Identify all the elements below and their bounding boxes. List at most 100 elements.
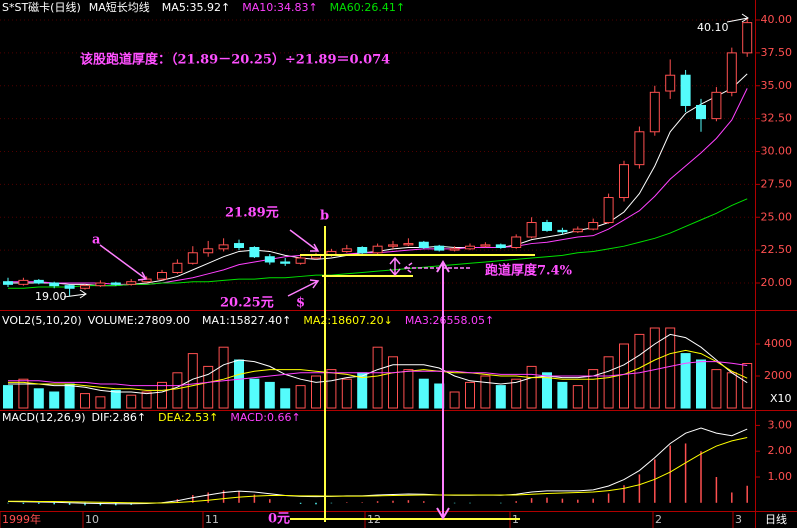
annotation: 20.25元 bbox=[220, 296, 274, 311]
volume-bar bbox=[295, 385, 306, 409]
ma-line bbox=[8, 361, 748, 387]
volume-bar bbox=[449, 391, 460, 409]
legend-entry: MACD:0.66↑ bbox=[230, 411, 300, 424]
volume-bar bbox=[403, 369, 414, 409]
price-label: 19.00 bbox=[35, 290, 67, 303]
candle-body bbox=[465, 245, 475, 250]
annotation: 21.89元 bbox=[225, 206, 279, 221]
candle-body bbox=[64, 285, 75, 289]
candle-body bbox=[449, 248, 460, 251]
volume-bar bbox=[280, 388, 291, 409]
y-tick-label: 25.00 bbox=[761, 210, 793, 223]
volume-bar bbox=[172, 372, 183, 409]
x-tick-label: 2 bbox=[655, 513, 662, 526]
volume-bar bbox=[341, 378, 352, 409]
y-tick-label: 22.50 bbox=[761, 243, 793, 256]
period-label: 日线 bbox=[765, 512, 787, 526]
volume-bar bbox=[18, 378, 29, 409]
y-tick-label: 37.50 bbox=[761, 46, 793, 59]
y-tick-label: 27.50 bbox=[761, 177, 793, 190]
annotation: 该股跑道厚度：（21.89－20.25）÷21.89＝0.074 bbox=[80, 52, 390, 68]
volume-bar bbox=[33, 388, 44, 409]
volume-bar bbox=[634, 333, 645, 409]
ma-line bbox=[8, 333, 748, 395]
volume-bar bbox=[696, 359, 706, 409]
candle-body bbox=[80, 285, 90, 289]
volume-bar bbox=[249, 378, 260, 409]
candle-body bbox=[696, 104, 706, 120]
candle-body bbox=[95, 282, 106, 287]
arrow bbox=[726, 13, 749, 23]
volume-bar bbox=[711, 369, 722, 409]
legend-entry: VOLUME:27809.00 bbox=[88, 314, 190, 327]
candle-body bbox=[588, 222, 599, 230]
candle-body bbox=[511, 236, 522, 249]
candle-body bbox=[619, 164, 629, 199]
volume-bar bbox=[418, 378, 429, 409]
volume-bar bbox=[480, 375, 491, 409]
candle-body bbox=[418, 241, 429, 249]
volume-bar bbox=[110, 389, 121, 409]
candle-body bbox=[33, 279, 44, 284]
volume-bar bbox=[465, 381, 475, 409]
volume-bar bbox=[742, 363, 753, 409]
candle-body bbox=[157, 271, 167, 280]
volume-bar bbox=[3, 385, 13, 409]
y-tick-label: 3.00 bbox=[768, 418, 793, 431]
y-tick-label: 2.00 bbox=[768, 444, 793, 457]
candle-body bbox=[711, 91, 722, 120]
volume-bar bbox=[234, 359, 244, 409]
candle-body bbox=[187, 252, 198, 264]
candle-body bbox=[234, 243, 244, 249]
y-tick-label: 32.50 bbox=[761, 112, 793, 125]
indicator-name: MA短长均线 bbox=[89, 0, 150, 14]
x-tick-label: 1999年 bbox=[2, 512, 41, 526]
candle-body bbox=[542, 222, 552, 231]
ma-line bbox=[7, 427, 748, 505]
volume-bar bbox=[64, 383, 75, 409]
volume-bar bbox=[665, 327, 676, 409]
candle-body bbox=[203, 248, 214, 254]
y-tick-label: 20.00 bbox=[761, 276, 793, 289]
volume-bar bbox=[649, 327, 660, 409]
candle-body bbox=[372, 245, 383, 254]
arrow bbox=[289, 229, 320, 252]
volume-bar bbox=[388, 356, 398, 409]
volume-bar bbox=[218, 346, 229, 409]
chart-title: S*ST磁卡(日线) bbox=[2, 0, 81, 14]
candle-body bbox=[264, 256, 275, 263]
candle-body bbox=[603, 197, 614, 224]
candle-body bbox=[526, 222, 537, 238]
x-tick-label: 11 bbox=[205, 513, 219, 526]
candle-body bbox=[249, 247, 260, 258]
candle-body bbox=[49, 282, 60, 287]
legend-entry: MA5:35.92↑ bbox=[162, 1, 230, 14]
volume-bar bbox=[557, 381, 568, 409]
chart-title: VOL2(5,10,20) bbox=[2, 314, 82, 327]
legend-entry: DEA:2.53↑ bbox=[158, 411, 218, 424]
annotation: a bbox=[92, 233, 101, 248]
y-tick-label: 30.00 bbox=[761, 145, 793, 158]
candle-body bbox=[218, 244, 229, 250]
candle-body bbox=[126, 281, 137, 285]
y-tick-label: 40.00 bbox=[761, 13, 793, 26]
volume-bar bbox=[311, 375, 321, 409]
volume-bar bbox=[542, 372, 552, 409]
chart-title: MACD(12,26,9) bbox=[2, 411, 86, 424]
volume-bar bbox=[157, 381, 167, 409]
volume-bar bbox=[80, 393, 90, 409]
arrow bbox=[63, 289, 87, 299]
candle-body bbox=[495, 244, 506, 249]
candle-body bbox=[649, 91, 660, 133]
candle-body bbox=[341, 248, 352, 252]
x-tick-label: 10 bbox=[85, 513, 99, 526]
price-label: 40.10 bbox=[697, 21, 729, 34]
candle-body bbox=[403, 243, 414, 246]
volume-bar bbox=[187, 353, 198, 409]
candle-body bbox=[634, 131, 645, 166]
legend-entry: DIF:2.86↑ bbox=[92, 411, 147, 424]
volume-bar bbox=[49, 391, 60, 409]
